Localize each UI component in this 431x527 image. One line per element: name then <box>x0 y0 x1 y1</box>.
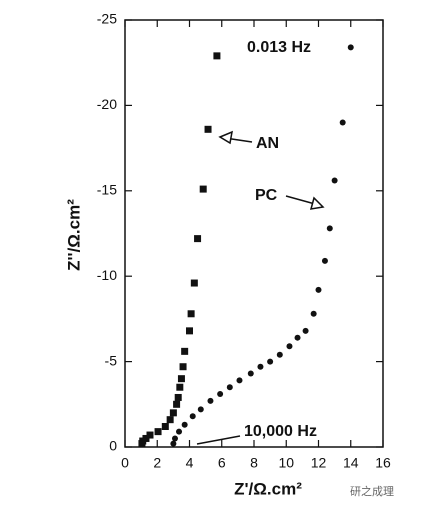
data-point <box>187 310 195 318</box>
data-point <box>199 185 207 193</box>
data-point <box>217 391 224 398</box>
arrow <box>196 435 241 445</box>
x-tick-label: 10 <box>278 455 294 471</box>
annotation: 0.013 Hz <box>247 39 311 56</box>
y-tick-label: -20 <box>97 96 117 112</box>
data-point <box>186 327 193 335</box>
data-point <box>310 310 317 317</box>
data-point <box>181 421 188 428</box>
x-tick-label: 2 <box>153 455 161 471</box>
x-tick-label: 16 <box>375 455 391 471</box>
x-tick-label: 14 <box>343 455 359 471</box>
x-axis-label: Z'/Ω.cm² <box>234 479 302 498</box>
arrows <box>196 130 325 445</box>
data-point <box>176 383 184 391</box>
data-point <box>171 435 178 442</box>
x-tick-label: 0 <box>121 455 129 471</box>
data-point <box>176 428 183 435</box>
data-point <box>276 351 283 358</box>
data-point <box>197 406 204 413</box>
data-point <box>347 44 354 51</box>
data-point <box>174 393 182 401</box>
y-tick-label: -25 <box>97 11 117 27</box>
y-axis-label: Z''/Ω.cm² <box>64 199 83 271</box>
x-tick-label: 4 <box>186 455 194 471</box>
watermark: 研之成理 <box>350 484 394 498</box>
y-tick-label: -5 <box>105 352 118 368</box>
annotation: AN <box>256 135 279 152</box>
data-point <box>166 416 174 424</box>
data-point <box>169 409 177 417</box>
data-point <box>236 377 243 384</box>
data-point <box>286 343 293 350</box>
data-point <box>321 257 328 264</box>
data-point <box>207 397 214 404</box>
data-point <box>173 400 181 408</box>
annotation: PC <box>255 187 278 204</box>
data-point <box>170 440 177 447</box>
x-tick-label: 6 <box>218 455 226 471</box>
data-point <box>179 363 187 371</box>
plot-frame <box>124 19 384 448</box>
data-point <box>315 286 322 293</box>
x-tick-label: 12 <box>311 455 327 471</box>
data-point <box>161 423 169 431</box>
data-point <box>181 347 189 355</box>
data-point <box>326 225 333 232</box>
data-point <box>226 384 233 391</box>
data-point <box>194 235 202 243</box>
data-point <box>257 363 264 370</box>
data-point <box>189 413 196 420</box>
x-tick-label: 8 <box>250 455 258 471</box>
data-point <box>190 279 198 287</box>
data-point <box>339 119 346 126</box>
data-point <box>331 177 338 184</box>
y-tick-label: 0 <box>109 438 117 454</box>
data-point <box>138 440 146 448</box>
data-point <box>154 428 162 436</box>
arrow <box>285 195 316 205</box>
y-tick-label: -10 <box>97 267 117 283</box>
data-point <box>213 52 221 60</box>
data-point <box>247 370 254 377</box>
data-point <box>177 375 185 383</box>
arrow-head <box>309 196 325 210</box>
annotation: 10,000 Hz <box>244 423 317 440</box>
data-point <box>146 431 154 439</box>
data-point <box>204 125 212 133</box>
data-point <box>267 358 274 365</box>
data-point <box>302 327 309 334</box>
y-tick-label: -15 <box>97 182 117 198</box>
arrow-head <box>218 130 233 145</box>
data-point <box>294 334 301 341</box>
